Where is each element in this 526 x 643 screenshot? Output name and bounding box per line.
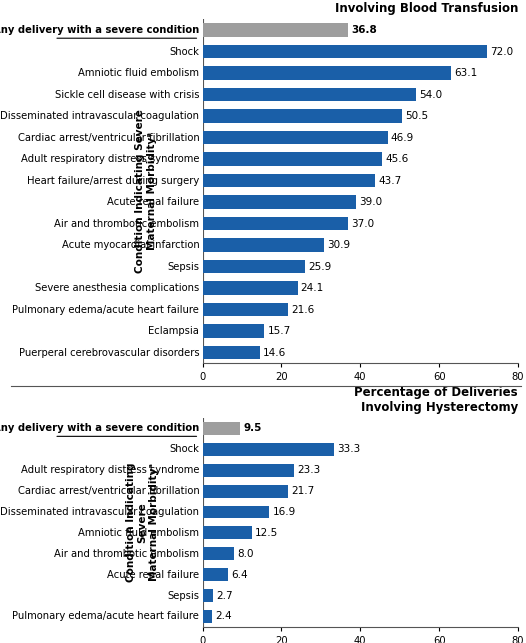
Text: 25.9: 25.9 xyxy=(308,262,331,271)
Text: Adult respiratory distress syndrome: Adult respiratory distress syndrome xyxy=(21,154,199,164)
Text: Any delivery with a severe condition: Any delivery with a severe condition xyxy=(0,423,199,433)
Text: 2.4: 2.4 xyxy=(215,611,232,622)
Text: 72.0: 72.0 xyxy=(490,46,513,57)
Text: Sepsis: Sepsis xyxy=(167,590,199,601)
Text: Sickle cell disease with crisis: Sickle cell disease with crisis xyxy=(55,89,199,100)
Text: 39.0: 39.0 xyxy=(359,197,382,207)
Text: Acute renal failure: Acute renal failure xyxy=(107,197,199,207)
Text: Disseminated intravascular coagulation: Disseminated intravascular coagulation xyxy=(1,111,199,121)
Bar xyxy=(203,589,213,602)
Text: 50.5: 50.5 xyxy=(405,111,428,121)
Text: 43.7: 43.7 xyxy=(378,176,401,186)
Bar xyxy=(203,45,487,59)
Text: 21.7: 21.7 xyxy=(291,486,315,496)
Text: 24.1: 24.1 xyxy=(301,283,324,293)
Text: 36.8: 36.8 xyxy=(351,25,377,35)
Bar xyxy=(203,547,234,560)
Bar xyxy=(203,324,265,338)
Bar xyxy=(203,282,298,294)
Text: Amniotic fluid embolism: Amniotic fluid embolism xyxy=(78,528,199,538)
Text: 14.6: 14.6 xyxy=(263,348,287,358)
Bar xyxy=(203,422,240,435)
Bar xyxy=(203,303,288,316)
Text: Puerperal cerebrovascular disorders: Puerperal cerebrovascular disorders xyxy=(19,348,199,358)
Text: Cardiac arrest/ventricular fibrillation: Cardiac arrest/ventricular fibrillation xyxy=(17,486,199,496)
Bar xyxy=(203,66,451,80)
Text: 54.0: 54.0 xyxy=(419,89,442,100)
Text: Air and thrombotic embolism: Air and thrombotic embolism xyxy=(54,219,199,228)
Bar xyxy=(203,23,348,37)
Bar xyxy=(203,485,288,498)
Text: 6.4: 6.4 xyxy=(231,570,248,580)
Bar xyxy=(203,195,357,209)
Bar xyxy=(203,346,260,359)
Text: Amniotic fluid embolism: Amniotic fluid embolism xyxy=(78,68,199,78)
Text: 46.9: 46.9 xyxy=(391,132,414,143)
Text: Condition Indicating Severe
Maternal Morbidityᵃ: Condition Indicating Severe Maternal Mor… xyxy=(135,109,157,273)
Text: 21.6: 21.6 xyxy=(291,305,314,314)
Bar xyxy=(203,88,416,101)
Text: Cardiac arrest/ventricular fibrillation: Cardiac arrest/ventricular fibrillation xyxy=(17,132,199,143)
Bar xyxy=(203,174,375,187)
Text: Severe anesthesia complications: Severe anesthesia complications xyxy=(35,283,199,293)
Bar xyxy=(203,217,349,230)
Text: Acute renal failure: Acute renal failure xyxy=(107,570,199,580)
Bar xyxy=(203,239,325,251)
Text: Pulmonary edema/acute heart failure: Pulmonary edema/acute heart failure xyxy=(13,305,199,314)
Text: Shock: Shock xyxy=(169,46,199,57)
Bar xyxy=(203,464,295,476)
Text: 15.7: 15.7 xyxy=(268,326,291,336)
Text: 30.9: 30.9 xyxy=(328,240,351,250)
Text: Disseminated intravascular coagulation: Disseminated intravascular coagulation xyxy=(1,507,199,517)
Text: Pulmonary edema/acute heart failure: Pulmonary edema/acute heart failure xyxy=(13,611,199,622)
Text: 8.0: 8.0 xyxy=(237,548,254,559)
Bar xyxy=(203,109,402,123)
Bar xyxy=(203,152,382,166)
Bar xyxy=(203,443,334,456)
Text: 9.5: 9.5 xyxy=(243,423,261,433)
Text: Heart failure/arrest during surgery: Heart failure/arrest during surgery xyxy=(27,176,199,186)
Bar xyxy=(203,610,212,623)
Bar xyxy=(203,527,252,539)
Text: 63.1: 63.1 xyxy=(454,68,478,78)
Text: 23.3: 23.3 xyxy=(298,465,321,475)
Text: Percentage of Deliveries
Involving Hysterectomy: Percentage of Deliveries Involving Hyste… xyxy=(355,386,518,414)
Text: 37.0: 37.0 xyxy=(351,219,375,228)
Bar xyxy=(203,568,228,581)
Text: 33.3: 33.3 xyxy=(337,444,360,455)
Text: Adult respiratory distress syndrome: Adult respiratory distress syndrome xyxy=(21,465,199,475)
Text: 2.7: 2.7 xyxy=(216,590,233,601)
Bar xyxy=(203,260,305,273)
Text: 45.6: 45.6 xyxy=(386,154,409,164)
Text: Percentage of Deliveries
Involving Blood Transfusion: Percentage of Deliveries Involving Blood… xyxy=(335,0,518,15)
Text: Sepsis: Sepsis xyxy=(167,262,199,271)
Text: 12.5: 12.5 xyxy=(255,528,278,538)
Text: Acute myocardial infarction: Acute myocardial infarction xyxy=(62,240,199,250)
Bar xyxy=(203,131,388,144)
Text: 16.9: 16.9 xyxy=(272,507,296,517)
Bar xyxy=(203,505,269,518)
Text: Eclampsia: Eclampsia xyxy=(148,326,199,336)
Text: Shock: Shock xyxy=(169,444,199,455)
Text: Condition Indicating
Severe
Maternal Morbidityᵃ: Condition Indicating Severe Maternal Mor… xyxy=(126,463,159,582)
Text: Any delivery with a severe condition: Any delivery with a severe condition xyxy=(0,25,199,35)
Text: Air and thrombotic embolism: Air and thrombotic embolism xyxy=(54,548,199,559)
